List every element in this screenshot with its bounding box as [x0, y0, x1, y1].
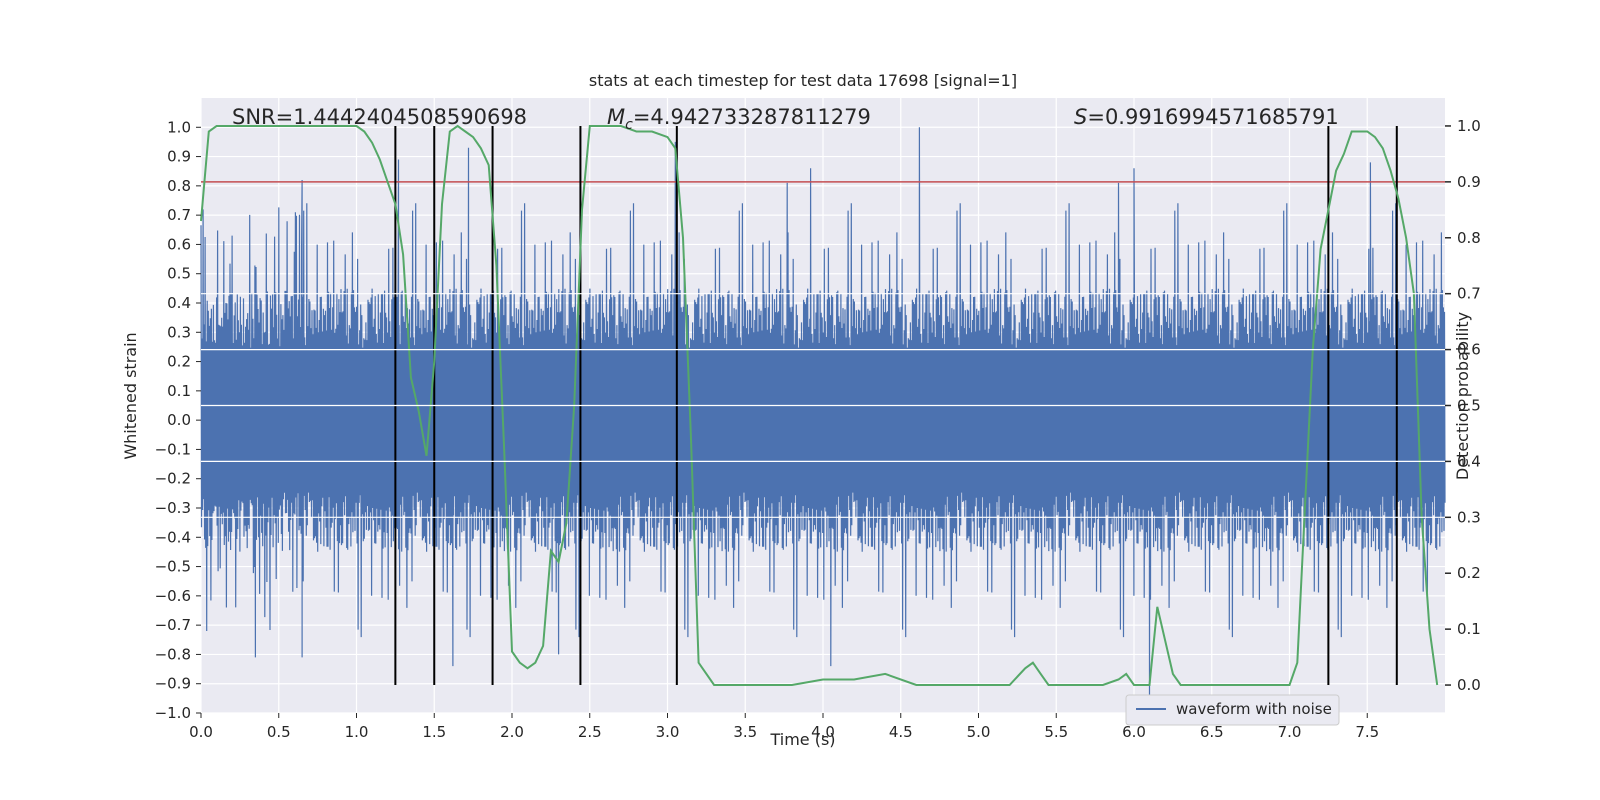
chirp-mass-symbol: M [607, 105, 625, 129]
left-y-tick-label: 0.6 [167, 235, 191, 253]
left-y-tick-label: 0.1 [167, 382, 191, 400]
left-y-tick-label: 0.9 [167, 148, 191, 166]
left-y-tick-label: 0.5 [167, 265, 191, 283]
x-tick-label: 5.0 [967, 723, 991, 741]
x-tick-label: 0.5 [267, 723, 291, 741]
x-tick-label: 6.5 [1200, 723, 1224, 741]
left-y-tick-label: 0.3 [167, 323, 191, 341]
x-tick-label: 7.0 [1278, 723, 1302, 741]
left-y-tick-label: 0.7 [167, 206, 191, 224]
left-y-tick-label: −0.3 [155, 499, 191, 517]
left-y-tick-label: 0.4 [167, 294, 191, 312]
x-tick-label: 3.5 [733, 723, 757, 741]
left-y-tick-label: −0.7 [155, 616, 191, 634]
right-y-axis-ticks: 0.0 0.1 0.2 0.3 0.4 0.5 0.6 0.7 0.8 0.9 1.0 [1445, 117, 1481, 694]
x-tick-label: 5.5 [1044, 723, 1068, 741]
right-y-tick-label: 0.5 [1457, 397, 1481, 415]
left-y-tick-label: 0.0 [167, 411, 191, 429]
spin-annotation: S=0.9916994571685791 [1074, 105, 1339, 129]
right-y-tick-label: 0.9 [1457, 173, 1481, 191]
left-y-tick-label: −0.6 [155, 587, 191, 605]
x-tick-label: 6.0 [1122, 723, 1146, 741]
x-tick-label: 2.5 [578, 723, 602, 741]
left-y-tick-label: −0.2 [155, 470, 191, 488]
chart-title: stats at each timestep for test data 176… [589, 71, 1017, 90]
waveform-dense-core [201, 355, 1445, 485]
left-y-axis-ticks: −1.0 −0.9 −0.8 −0.7 −0.6 −0.5 −0.4 −0.3 −0.2 −0.1… [155, 118, 201, 722]
spin-value: =0.9916994571685791 [1087, 105, 1338, 129]
right-y-axis-label: Detection probability [1453, 312, 1472, 480]
right-y-tick-label: 0.7 [1457, 285, 1481, 303]
left-y-tick-label: −0.1 [155, 440, 191, 458]
x-tick-label: 4.0 [811, 723, 835, 741]
snr-annotation: SNR=1.4442404508590698 [232, 105, 527, 129]
left-y-tick-label: −0.8 [155, 645, 191, 663]
chirp-mass-subscript: c [625, 117, 633, 133]
left-y-tick-label: 0.2 [167, 353, 191, 371]
right-y-tick-label: 0.1 [1457, 620, 1481, 638]
right-y-tick-label: 1.0 [1457, 117, 1481, 135]
x-axis-label: Time (s) [769, 730, 835, 749]
waveform-series [200, 127, 1446, 699]
x-tick-label: 1.5 [422, 723, 446, 741]
x-axis-ticks: 0.0 0.5 1.0 1.5 2.0 2.5 3.0 3.5 4.0 4.5 5.0 5.5 6.0 6… [189, 713, 1379, 741]
left-y-tick-label: −0.9 [155, 675, 191, 693]
spin-symbol: S [1074, 105, 1087, 129]
left-y-axis-label: Whitened strain [121, 332, 140, 459]
legend-box [1125, 694, 1340, 726]
chirp-mass-annotation: Mc=4.942733287811279 [607, 105, 871, 133]
legend-label-waveform: waveform with noise [1176, 700, 1332, 718]
right-axis-grid-lines [201, 293, 1445, 518]
right-y-tick-label: 0.0 [1457, 676, 1481, 694]
detection-probability-line [200, 124, 1439, 686]
left-y-tick-label: −1.0 [155, 704, 191, 722]
x-tick-label: 1.0 [345, 723, 369, 741]
x-tick-label: 4.5 [889, 723, 913, 741]
left-y-tick-label: −0.4 [155, 528, 191, 546]
chirp-mass-value: =4.942733287811279 [633, 105, 871, 129]
left-y-tick-label: −0.5 [155, 558, 191, 576]
right-y-tick-label: 0.8 [1457, 229, 1481, 247]
right-y-tick-label: 0.6 [1457, 341, 1481, 359]
x-tick-label: 7.5 [1355, 723, 1379, 741]
legend: waveform with noise [1125, 694, 1340, 726]
right-y-tick-label: 0.3 [1457, 508, 1481, 526]
left-y-tick-label: 0.8 [167, 177, 191, 195]
x-tick-label: 0.0 [189, 723, 213, 741]
x-tick-label: 2.0 [500, 723, 524, 741]
left-y-tick-label: 1.0 [167, 118, 191, 136]
right-y-tick-label: 0.2 [1457, 564, 1481, 582]
x-tick-label: 3.0 [656, 723, 680, 741]
right-y-tick-label: 0.4 [1457, 452, 1481, 470]
